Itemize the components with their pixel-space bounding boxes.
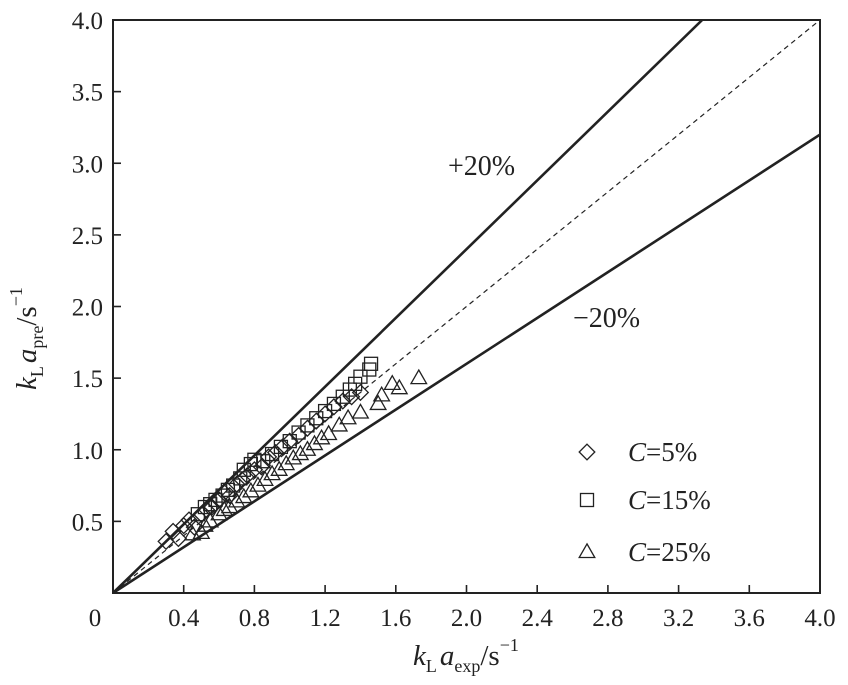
data-point-triangle: [270, 460, 289, 476]
data-point-triangle: [234, 487, 253, 504]
x-tick-label: 2.8: [592, 605, 623, 632]
data-point-square: [256, 454, 271, 469]
y-tick-label: 3.5: [72, 80, 103, 107]
data-point-diamond: [192, 505, 211, 523]
data-point-square: [363, 356, 379, 371]
x-tick-label: 0.8: [239, 605, 270, 632]
data-point-square: [220, 482, 236, 498]
y-tick-label: 2.0: [72, 295, 103, 322]
reference-line-label: +20%: [448, 151, 515, 182]
legend-marker-square: [579, 492, 595, 508]
axes: 0 0.4 0.8 1.2 1.6 2.0 2.4 2.8 3.2 3.6 4.0 0.5 1.0 1.5…: [6, 8, 836, 676]
data-point-square: [347, 376, 363, 392]
data-point-square: [247, 452, 262, 467]
data-point-triangle: [241, 481, 260, 498]
data-point-triangle: [383, 374, 402, 391]
data-point-diamond: [185, 518, 204, 536]
legend-label: C=25%: [628, 537, 711, 567]
legend-label: C=5%: [628, 437, 697, 467]
y-tick-label: 3.0: [72, 151, 103, 178]
data-point-square: [282, 434, 297, 449]
data-point-square: [273, 439, 289, 455]
x-tick-label: 0.4: [168, 605, 200, 632]
x-tick-label: 2.4: [522, 605, 554, 632]
data-point-square: [215, 488, 230, 503]
data-point-square: [326, 396, 342, 412]
y-tick-label: 0.5: [72, 509, 103, 536]
x-tick-label: 1.2: [309, 605, 340, 632]
data-point-square: [233, 471, 248, 486]
x-tick-label: 2.0: [451, 605, 482, 632]
data-point-square: [197, 499, 213, 515]
data-point-square: [300, 418, 315, 433]
data-point-triangle: [249, 476, 267, 492]
x-tick-label: 1.6: [380, 605, 411, 632]
legend-marker-triangle: [578, 542, 596, 559]
data-point-square: [362, 362, 377, 377]
reference-line-label: −20%: [573, 303, 640, 334]
data-point-square: [291, 425, 306, 440]
data-point-triangle: [339, 408, 357, 425]
x-tick-label: 0: [89, 605, 102, 632]
data-point-diamond: [334, 392, 352, 410]
data-point-triangle: [195, 516, 214, 532]
x-tick-label: 4.0: [804, 605, 835, 632]
x-axis-title: kL aexp/s−1: [413, 635, 519, 676]
y-tick-label: 1.5: [72, 366, 103, 393]
data-point-triangle: [409, 368, 428, 385]
x-tick-label: 3.2: [663, 605, 694, 632]
data-point-square: [342, 382, 357, 397]
data-point-square: [203, 497, 218, 512]
data-point-triangle: [284, 448, 303, 465]
data-point-square: [353, 369, 368, 384]
x-tick-label: 3.6: [734, 605, 765, 632]
scatter-points: [157, 356, 428, 551]
legend: C=5% C=15% C=25%: [578, 437, 711, 567]
plot-area: +20% −20%: [448, 151, 640, 334]
series-2: [190, 356, 379, 522]
data-point-triangle: [256, 470, 274, 487]
data-point-triangle: [220, 497, 239, 514]
data-point-triangle: [312, 428, 331, 445]
data-point-diamond: [180, 511, 198, 529]
y-tick-label: 1.0: [72, 438, 103, 465]
data-point-triangle: [298, 440, 317, 456]
y-tick-label: 2.5: [72, 223, 103, 250]
deviation-line-2: [113, 133, 820, 593]
data-point-triangle: [319, 424, 338, 441]
data-point-triangle: [277, 454, 296, 471]
data-point-diamond: [169, 529, 188, 548]
data-point-diamond: [174, 516, 193, 535]
data-point-triangle: [390, 378, 409, 395]
data-point-triangle: [351, 403, 370, 419]
data-point-square: [317, 403, 333, 419]
data-point-triangle: [305, 434, 324, 451]
data-point-square: [309, 411, 324, 426]
data-point-triangle: [263, 464, 281, 481]
legend-marker-diamond: [578, 443, 596, 461]
data-point-triangle: [372, 385, 391, 402]
legend-label: C=15%: [628, 485, 711, 515]
data-point-triangle: [227, 491, 246, 508]
data-point-triangle: [291, 444, 310, 461]
series-3: [183, 368, 428, 541]
parity-line: [113, 20, 820, 593]
y-axis-title: kLapre/s−1: [6, 287, 47, 390]
y-tick-label: 4.0: [72, 8, 103, 35]
data-point-triangle: [215, 500, 234, 517]
data-point-square: [264, 446, 280, 462]
data-point-triangle: [369, 394, 388, 411]
